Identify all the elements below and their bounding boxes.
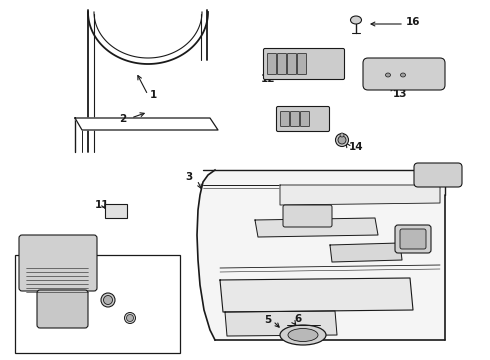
Polygon shape (75, 118, 218, 130)
FancyBboxPatch shape (277, 54, 287, 75)
Ellipse shape (400, 73, 406, 77)
Ellipse shape (280, 325, 326, 345)
FancyBboxPatch shape (276, 107, 329, 131)
Text: 7: 7 (432, 164, 440, 174)
FancyBboxPatch shape (291, 112, 299, 126)
Text: 15: 15 (283, 121, 297, 131)
FancyBboxPatch shape (264, 49, 344, 80)
Polygon shape (220, 278, 413, 312)
Ellipse shape (386, 73, 391, 77)
Bar (105, 204, 127, 218)
Text: 5: 5 (264, 315, 271, 325)
Ellipse shape (288, 328, 318, 342)
Text: 13: 13 (393, 89, 408, 99)
Polygon shape (280, 185, 440, 205)
FancyBboxPatch shape (297, 54, 307, 75)
Text: 8: 8 (410, 230, 417, 240)
Text: 16: 16 (406, 17, 420, 27)
FancyBboxPatch shape (268, 54, 276, 75)
Ellipse shape (350, 16, 362, 24)
Text: 2: 2 (119, 114, 126, 124)
Ellipse shape (126, 315, 133, 321)
Ellipse shape (336, 134, 348, 147)
Polygon shape (330, 243, 402, 262)
Polygon shape (197, 170, 445, 340)
Polygon shape (255, 218, 378, 237)
Ellipse shape (338, 136, 346, 144)
Text: 1: 1 (150, 90, 157, 100)
FancyBboxPatch shape (280, 112, 290, 126)
FancyBboxPatch shape (300, 112, 310, 126)
FancyBboxPatch shape (19, 235, 97, 291)
FancyBboxPatch shape (414, 163, 462, 187)
Ellipse shape (103, 296, 113, 305)
Ellipse shape (340, 133, 344, 137)
FancyBboxPatch shape (37, 290, 88, 328)
Polygon shape (225, 311, 337, 336)
Text: 4: 4 (294, 219, 301, 229)
Ellipse shape (101, 293, 115, 307)
Text: 9: 9 (82, 259, 89, 269)
FancyBboxPatch shape (283, 205, 332, 227)
FancyBboxPatch shape (363, 58, 445, 90)
FancyBboxPatch shape (400, 229, 426, 249)
FancyBboxPatch shape (288, 54, 296, 75)
FancyBboxPatch shape (395, 225, 431, 253)
Text: 11: 11 (95, 200, 109, 210)
Text: 10: 10 (82, 299, 97, 309)
Text: 12: 12 (261, 74, 275, 84)
Text: 3: 3 (185, 172, 192, 182)
Text: 6: 6 (294, 314, 301, 324)
Text: 14: 14 (349, 142, 364, 152)
Bar (15, 255, 180, 353)
Ellipse shape (124, 312, 136, 324)
